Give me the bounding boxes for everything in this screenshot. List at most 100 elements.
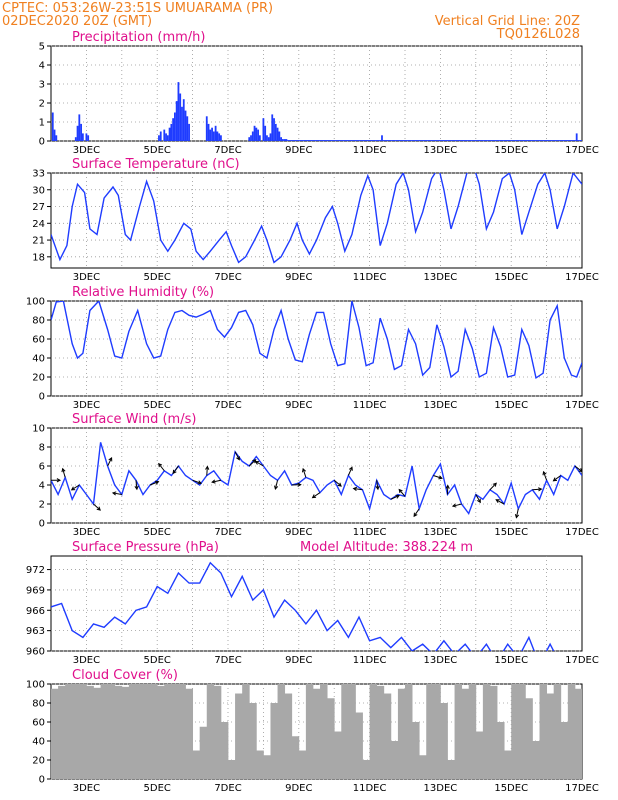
cloud-bar: [405, 684, 413, 779]
cloud-bar: [376, 685, 385, 779]
x-tick-label: 13DEC: [424, 783, 458, 794]
y-tick-label: 2: [39, 500, 45, 511]
precip-bar: [481, 140, 484, 141]
wind-arrow: [390, 494, 401, 500]
plot-frame: [50, 555, 583, 652]
cloud-bar: [192, 750, 201, 779]
precip-bar: [568, 140, 571, 141]
precip-bar: [458, 140, 461, 141]
precip-bar: [395, 140, 398, 141]
precip-bar: [531, 140, 534, 141]
y-tick-label: 0: [39, 519, 45, 530]
precip-bar: [78, 114, 81, 141]
precip-bar: [158, 135, 160, 141]
precip-bar: [558, 140, 560, 141]
precip-bar: [476, 140, 479, 141]
precip-bar: [315, 140, 318, 141]
x-tick-label: 5DEC: [144, 783, 171, 794]
precip-bar: [526, 140, 529, 141]
cloud-bar: [242, 684, 250, 779]
wind-arrow: [134, 480, 139, 491]
precip-bar: [308, 140, 311, 141]
x-tick-label: 17DEC: [565, 655, 599, 666]
precip-bar: [512, 140, 514, 141]
wind-arrow: [574, 465, 582, 473]
cloud-bar: [185, 688, 194, 779]
wind-arrow: [347, 466, 353, 476]
y-tick-label: 3: [39, 80, 45, 91]
precip-bar: [331, 140, 334, 141]
plot-frame: [50, 300, 583, 397]
precip-bar: [285, 139, 288, 141]
precip-bar: [370, 140, 373, 141]
cloud-bar: [171, 684, 179, 779]
precip-bar: [499, 140, 502, 141]
x-tick-label: 17DEC: [565, 783, 599, 794]
precip-bar: [513, 140, 516, 141]
x-tick-label: 7DEC: [214, 145, 241, 156]
cloud-bar: [539, 684, 548, 779]
precip-bar: [464, 140, 467, 141]
precip-bar: [434, 140, 436, 141]
wind-arrow: [149, 480, 160, 486]
precip-bar: [273, 118, 275, 141]
y-tick-label: 1: [39, 118, 45, 129]
precip-bar: [494, 140, 497, 141]
precip-bar: [281, 139, 284, 141]
wind-line: [51, 442, 582, 515]
wind-arrow: [433, 475, 443, 480]
wind-arrow: [192, 479, 203, 485]
cloud-bar: [440, 703, 448, 779]
wind-arrow: [51, 478, 62, 483]
precip-bar: [446, 140, 449, 141]
wind-arrow: [93, 503, 101, 511]
precip-bar: [174, 112, 176, 141]
y-tick-label: 18: [32, 252, 45, 263]
y-tick-label: 20: [32, 756, 45, 767]
precip-bar: [430, 140, 433, 141]
wind-arrow: [211, 479, 222, 484]
precip-bar: [574, 140, 576, 141]
cloud-bar: [461, 688, 470, 779]
precip-bar: [172, 118, 175, 141]
precip-bar: [412, 140, 415, 141]
cloud-bar: [72, 684, 80, 779]
precip-bar: [565, 140, 567, 141]
precip-bar: [483, 140, 486, 141]
precip-bar: [572, 140, 575, 141]
cloud-bar: [546, 693, 555, 779]
precip-bar: [536, 140, 539, 141]
precip-bar: [343, 140, 346, 141]
precip-bar: [529, 140, 532, 141]
precip-bar: [326, 140, 329, 141]
precip-bar: [554, 140, 557, 141]
precip-bar: [359, 140, 362, 141]
cloud-bar: [497, 722, 505, 779]
cloud-bar: [341, 684, 349, 779]
precip-bar: [561, 140, 564, 141]
precip-bar: [306, 140, 309, 141]
precip-bar: [388, 140, 390, 141]
precip-bar: [462, 140, 465, 141]
wind-arrow: [352, 486, 363, 491]
precip-bar: [559, 140, 562, 141]
precip-bar: [453, 140, 456, 141]
cloud-bar: [511, 684, 519, 779]
precip-bar: [506, 140, 509, 141]
precip-bar: [492, 140, 495, 141]
precip-bar: [297, 140, 300, 141]
precip-bar: [354, 140, 357, 141]
y-tick-label: 4: [39, 481, 45, 492]
precip-bar: [411, 140, 413, 141]
precip-bar: [409, 140, 412, 141]
y-tick-label: 40: [32, 354, 45, 365]
x-tick-label: 9DEC: [285, 783, 312, 794]
x-tick-label: 15DEC: [494, 400, 528, 411]
cloud-bar: [58, 685, 66, 779]
cloud-bar: [504, 750, 512, 779]
precip-bar: [313, 140, 316, 141]
x-tick-label: 9DEC: [285, 400, 312, 411]
precip-bar: [338, 140, 341, 141]
precip-bar: [441, 140, 444, 141]
cloud-bar: [128, 684, 137, 779]
